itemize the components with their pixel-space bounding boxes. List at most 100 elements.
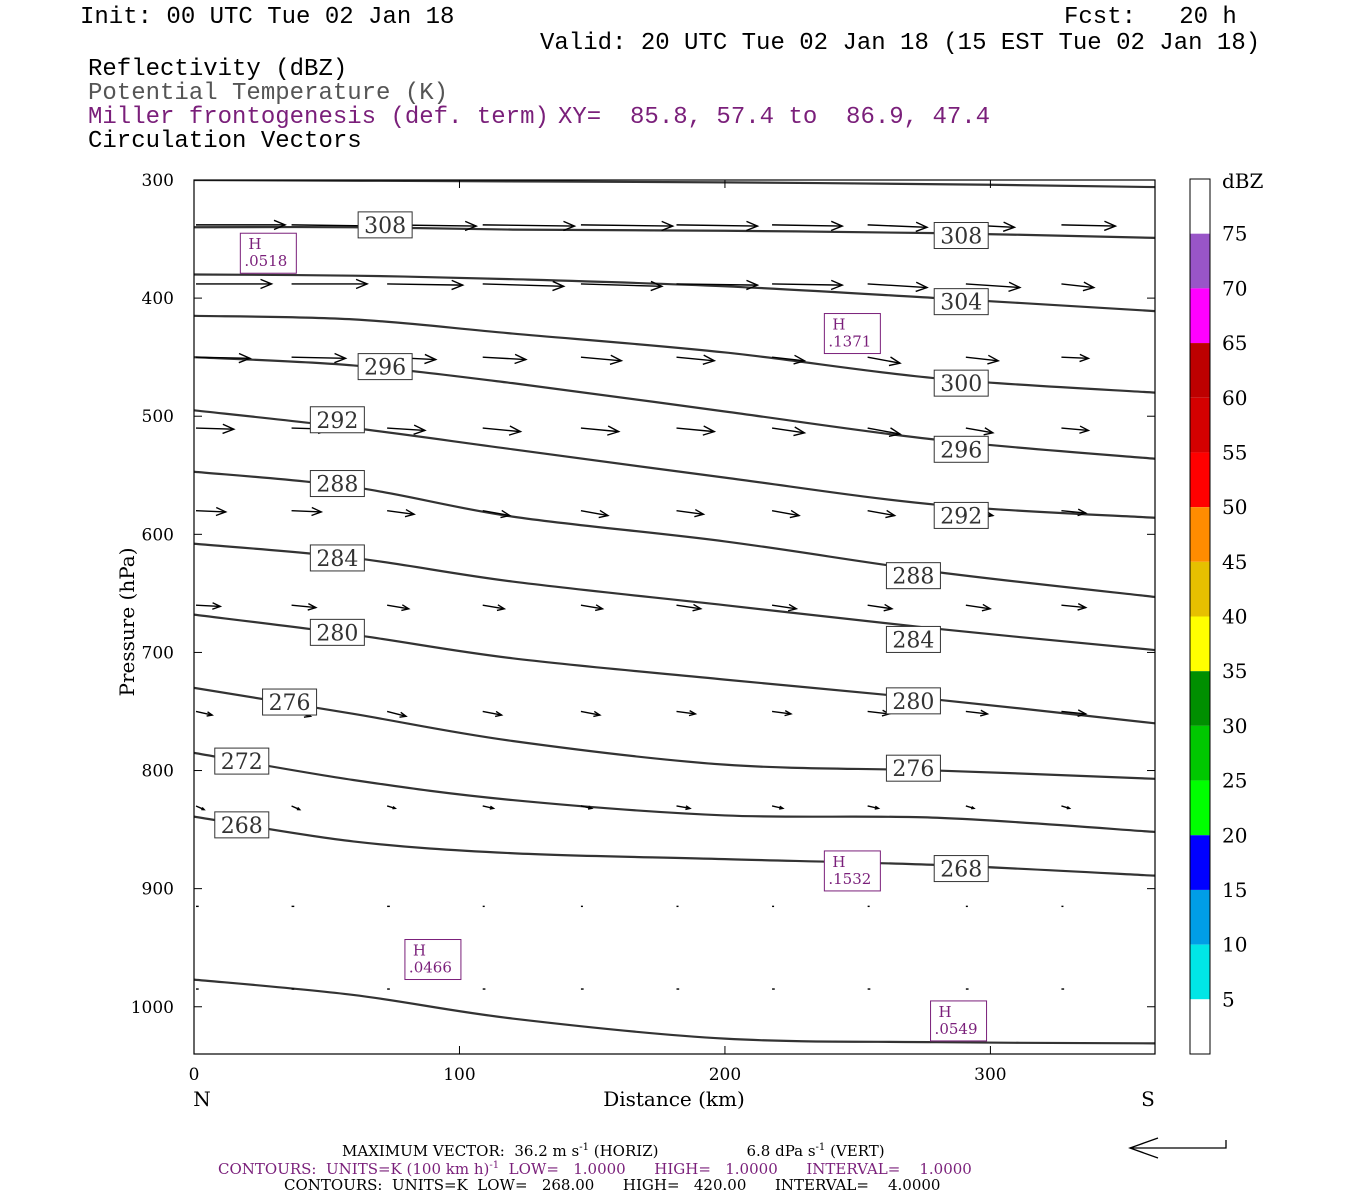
vector-shaft xyxy=(482,283,564,288)
vector-shaft xyxy=(580,283,662,288)
maximum-letter: H xyxy=(939,1003,952,1021)
vector-shaft xyxy=(1061,427,1089,432)
vector-head xyxy=(971,806,976,810)
contour-label-box xyxy=(885,562,941,590)
circulation-vector xyxy=(482,710,504,718)
contour-label-box xyxy=(933,288,989,316)
vector-head xyxy=(1077,709,1088,718)
vector-head xyxy=(401,604,411,612)
circulation-vector xyxy=(965,427,995,436)
circulation-vector xyxy=(965,354,1001,365)
contour-label-text: 280 xyxy=(892,690,934,715)
contour-label-text: 296 xyxy=(364,356,406,381)
colorbar-swatch xyxy=(1190,452,1210,508)
vector-shaft xyxy=(867,356,901,364)
circulation-vector xyxy=(867,603,894,612)
valid-time: Valid: 20 UTC Tue 02 Jan 18 (15 EST Tue … xyxy=(540,30,1261,57)
circulation-vector xyxy=(580,805,594,810)
contour-label-box xyxy=(357,353,413,381)
x-tick-label: 200 xyxy=(709,1065,741,1085)
vector-head xyxy=(888,427,902,438)
vector-head xyxy=(1077,508,1088,517)
colorbar-frame xyxy=(1189,178,1211,1055)
x-tick-label: 100 xyxy=(443,1065,475,1085)
x-tick-label: 300 xyxy=(974,1065,1006,1085)
colorbar-label: 45 xyxy=(1222,550,1247,574)
vector-head xyxy=(685,805,692,811)
circulation-vector xyxy=(676,279,760,291)
footer-contours-frontogenesis: CONTOURS: UNITS=K (100 km h)-1 LOW= 1.00… xyxy=(218,1160,972,1178)
circulation-vector xyxy=(867,221,929,233)
contour-label-box xyxy=(309,618,365,646)
circulation-vector xyxy=(195,423,236,435)
contour-label-box xyxy=(214,811,270,839)
field-reflectivity: Reflectivity (dBZ) xyxy=(88,56,348,83)
circulation-vector xyxy=(195,710,214,717)
circulation-vector xyxy=(1061,425,1091,434)
vector-shaft xyxy=(482,710,502,716)
vector-head xyxy=(746,279,760,291)
vector-shaft xyxy=(482,356,526,361)
vector-head xyxy=(464,220,479,232)
colorbar-label: 30 xyxy=(1222,714,1247,738)
field-frontogenesis: Miller frontogenesis (def. term) xyxy=(88,104,549,131)
vector-shaft xyxy=(771,805,784,810)
contour-label-box xyxy=(309,470,365,498)
colorbar-swatch xyxy=(1190,507,1210,562)
maximum-box xyxy=(404,939,462,981)
endpoint-north: N xyxy=(193,1087,211,1111)
vector-head xyxy=(307,602,318,611)
vector-shaft xyxy=(771,710,792,715)
colorbar-label: 50 xyxy=(1222,495,1247,519)
vector-head xyxy=(424,353,438,365)
contour-label: 268 xyxy=(214,811,270,839)
vector-shaft xyxy=(867,604,893,610)
reference-vector-arrow xyxy=(1128,1137,1227,1159)
vector-shaft xyxy=(482,805,494,810)
circulation-vector xyxy=(867,281,929,293)
circulation-vector xyxy=(676,805,692,811)
field-circulation-vectors: Circulation Vectors xyxy=(88,128,362,155)
vector-head xyxy=(552,280,566,292)
vector-head xyxy=(983,427,995,436)
vector-head xyxy=(311,506,324,517)
isentrope-272 xyxy=(194,751,1155,834)
contour-label: 276 xyxy=(262,688,318,716)
vector-head xyxy=(694,508,706,518)
circulation-vector xyxy=(867,427,902,438)
y-tick-label: 1000 xyxy=(131,998,174,1018)
vector-head xyxy=(593,710,602,718)
vector-shaft xyxy=(1061,356,1089,360)
vector-head xyxy=(201,807,206,811)
contour-label: 276 xyxy=(885,754,941,782)
colorbar-swatch xyxy=(1190,233,1210,289)
contour-label-text: 308 xyxy=(364,214,406,239)
contour-label-box xyxy=(933,855,989,883)
circulation-vector xyxy=(386,710,408,718)
circulation-vector xyxy=(771,426,807,437)
circulation-vector xyxy=(867,356,902,367)
colorbar-swatch xyxy=(1190,944,1210,1000)
contour-label-box xyxy=(309,406,365,434)
contour-label-text: 284 xyxy=(316,547,358,572)
maximum-box xyxy=(823,313,881,355)
vector-shaft xyxy=(676,805,691,810)
forecast-hour: Fcst: 20 h xyxy=(1064,4,1237,31)
contour-label-text: 276 xyxy=(892,757,934,782)
contour-label-text: 288 xyxy=(892,565,934,590)
colorbar-swatch xyxy=(1190,835,1210,890)
circulation-vector xyxy=(1061,602,1088,611)
vector-shaft xyxy=(867,805,879,810)
circulation-vector xyxy=(580,710,602,718)
vector-head xyxy=(1077,602,1088,611)
circulation-vector xyxy=(867,509,897,519)
contour-label: 288 xyxy=(309,470,365,498)
vector-head xyxy=(888,356,902,367)
vector-shaft xyxy=(482,604,505,610)
circulation-vector xyxy=(965,805,976,810)
circulation-vector xyxy=(965,603,992,612)
circulation-vector xyxy=(771,509,801,519)
circulation-vector xyxy=(291,506,324,517)
vector-shaft xyxy=(771,356,805,362)
